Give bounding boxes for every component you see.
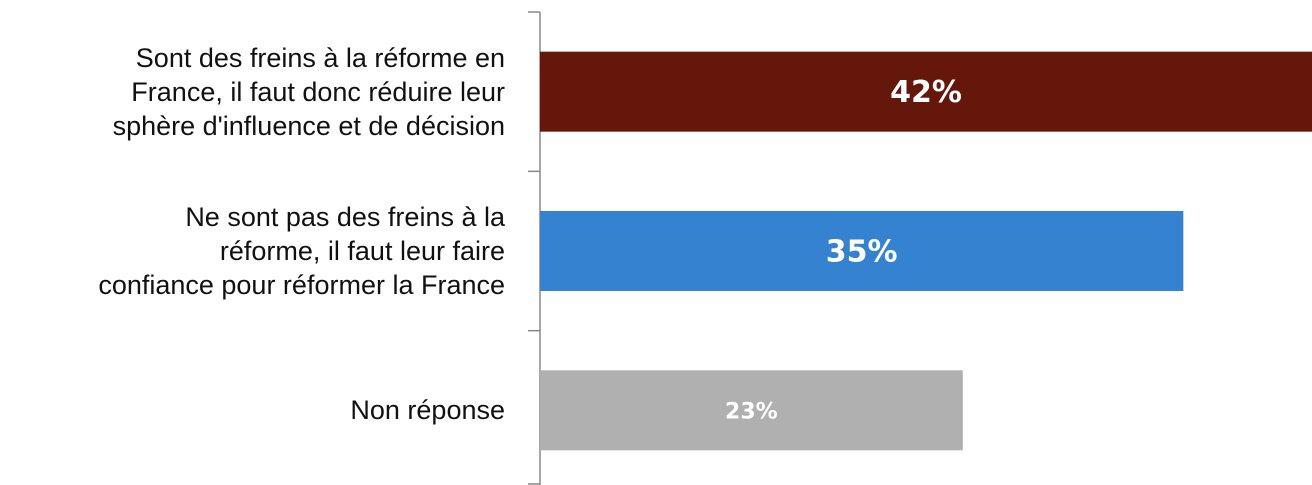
bar (540, 211, 1184, 291)
bar (540, 51, 1312, 132)
category-label: Non réponse (350, 395, 505, 426)
value-label: 35% (826, 235, 898, 270)
category-label: Ne sont pas des freins à la réforme, il … (98, 202, 505, 300)
category-label: Sont des freins à la réforme en France, … (112, 42, 505, 141)
bar (540, 370, 963, 451)
value-label: 23% (725, 399, 778, 424)
value-label: 42% (890, 75, 962, 110)
